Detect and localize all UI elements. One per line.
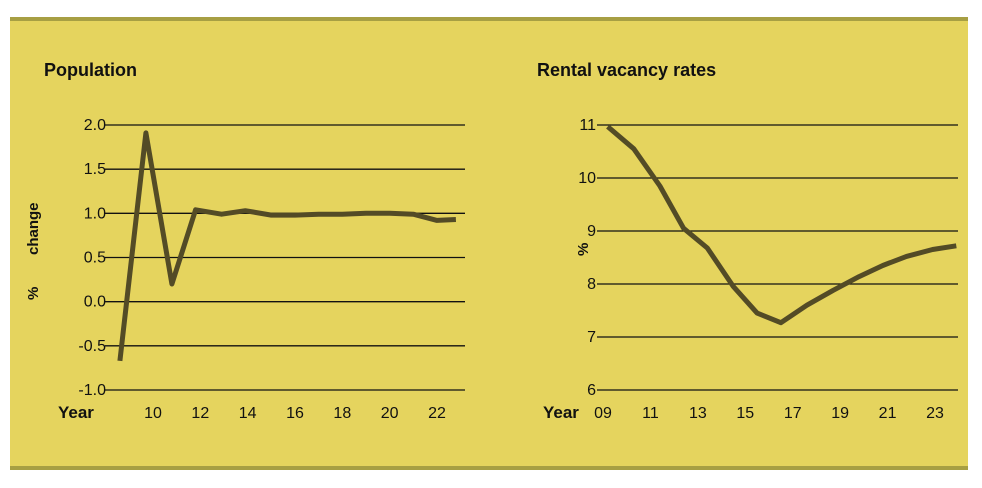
population-xtick-label: 14 xyxy=(239,405,257,422)
population-xtick-label: 12 xyxy=(191,405,209,422)
population-ytick-label: 0.5 xyxy=(84,250,106,267)
population-xtick-label: 10 xyxy=(144,405,162,422)
rental-vacancy-xtick-label: 21 xyxy=(879,405,897,422)
rental-vacancy-ytick-label: 11 xyxy=(579,117,596,134)
rental-vacancy-chart-title: Rental vacancy rates xyxy=(537,60,716,80)
rental-vacancy-ylabel: % xyxy=(575,243,592,256)
population-ylabel-change: change xyxy=(25,202,42,255)
rental-vacancy-ytick-label: 10 xyxy=(578,170,596,187)
chart-panel xyxy=(10,17,968,470)
population-chart: Population % change Year 2.0 1.5 1.0 0.5 0.0… xyxy=(25,60,465,422)
rental-vacancy-xtick-label: 11 xyxy=(642,405,659,422)
rental-vacancy-xtick-label: 23 xyxy=(926,405,944,422)
population-ylabel-percent: % xyxy=(25,287,42,300)
population-ytick-label: -1.0 xyxy=(78,382,106,399)
population-ytick-label: 1.5 xyxy=(84,161,106,178)
population-chart-title: Population xyxy=(44,60,137,80)
population-xtick-label: 18 xyxy=(333,405,351,422)
population-series-line xyxy=(117,130,457,362)
rental-vacancy-ytick-label: 6 xyxy=(587,382,596,399)
rental-vacancy-ytick-label: 7 xyxy=(587,329,596,346)
rental-vacancy-xlabel: Year xyxy=(543,403,579,422)
rental-vacancy-xtick-label: 19 xyxy=(831,405,849,422)
population-ytick-label: 1.0 xyxy=(84,205,106,222)
population-xlabel: Year xyxy=(58,403,94,422)
population-xtick-label: 16 xyxy=(286,405,304,422)
population-xtick-label: 22 xyxy=(428,405,446,422)
rental-vacancy-xtick-label: 15 xyxy=(736,405,754,422)
population-ytick-label: 0.0 xyxy=(84,294,106,311)
population-ytick-label: 2.0 xyxy=(84,117,106,134)
rental-vacancy-chart: Rental vacancy rates % Year 11 10 9 8 7 6 09 1… xyxy=(537,60,958,422)
rental-vacancy-xtick-label: 13 xyxy=(689,405,707,422)
rental-vacancy-series-line xyxy=(606,124,957,326)
rental-vacancy-ytick-label: 9 xyxy=(587,223,596,240)
rental-vacancy-xtick-label: 17 xyxy=(784,405,802,422)
rental-vacancy-ytick-label: 8 xyxy=(587,276,596,293)
rental-vacancy-xtick-label: 09 xyxy=(594,405,612,422)
population-ytick-label: -0.5 xyxy=(78,338,106,355)
population-xtick-label: 20 xyxy=(381,405,399,422)
